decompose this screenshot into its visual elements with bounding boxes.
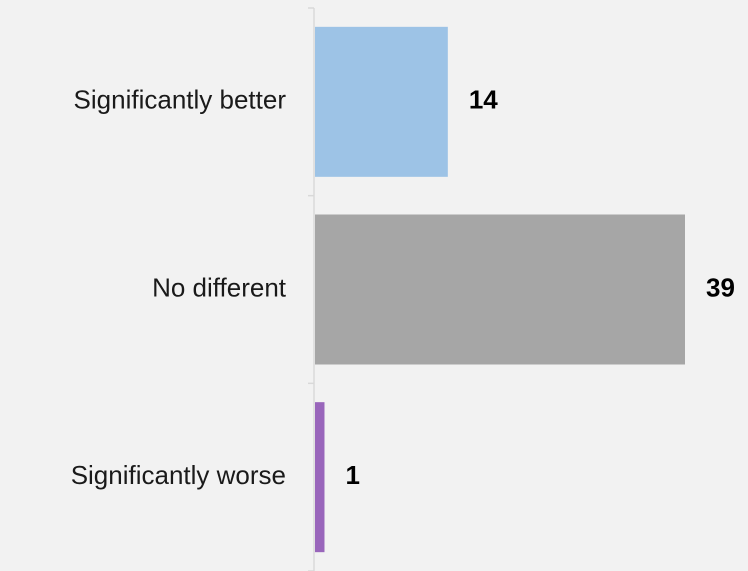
data-label: 39 (706, 272, 735, 302)
data-label: 14 (469, 85, 498, 115)
category-label: Significantly better (74, 85, 287, 115)
data-label: 1 (345, 460, 359, 490)
bar-0 (315, 26, 448, 177)
bar-2 (315, 402, 325, 553)
category-label: Significantly worse (71, 460, 286, 490)
bar-1 (315, 214, 685, 365)
category-axis (308, 7, 315, 571)
bars-layer (315, 26, 685, 553)
category-label: No different (152, 272, 287, 302)
labels-layer: Significantly better 14 No different 39 Sign… (71, 85, 735, 490)
